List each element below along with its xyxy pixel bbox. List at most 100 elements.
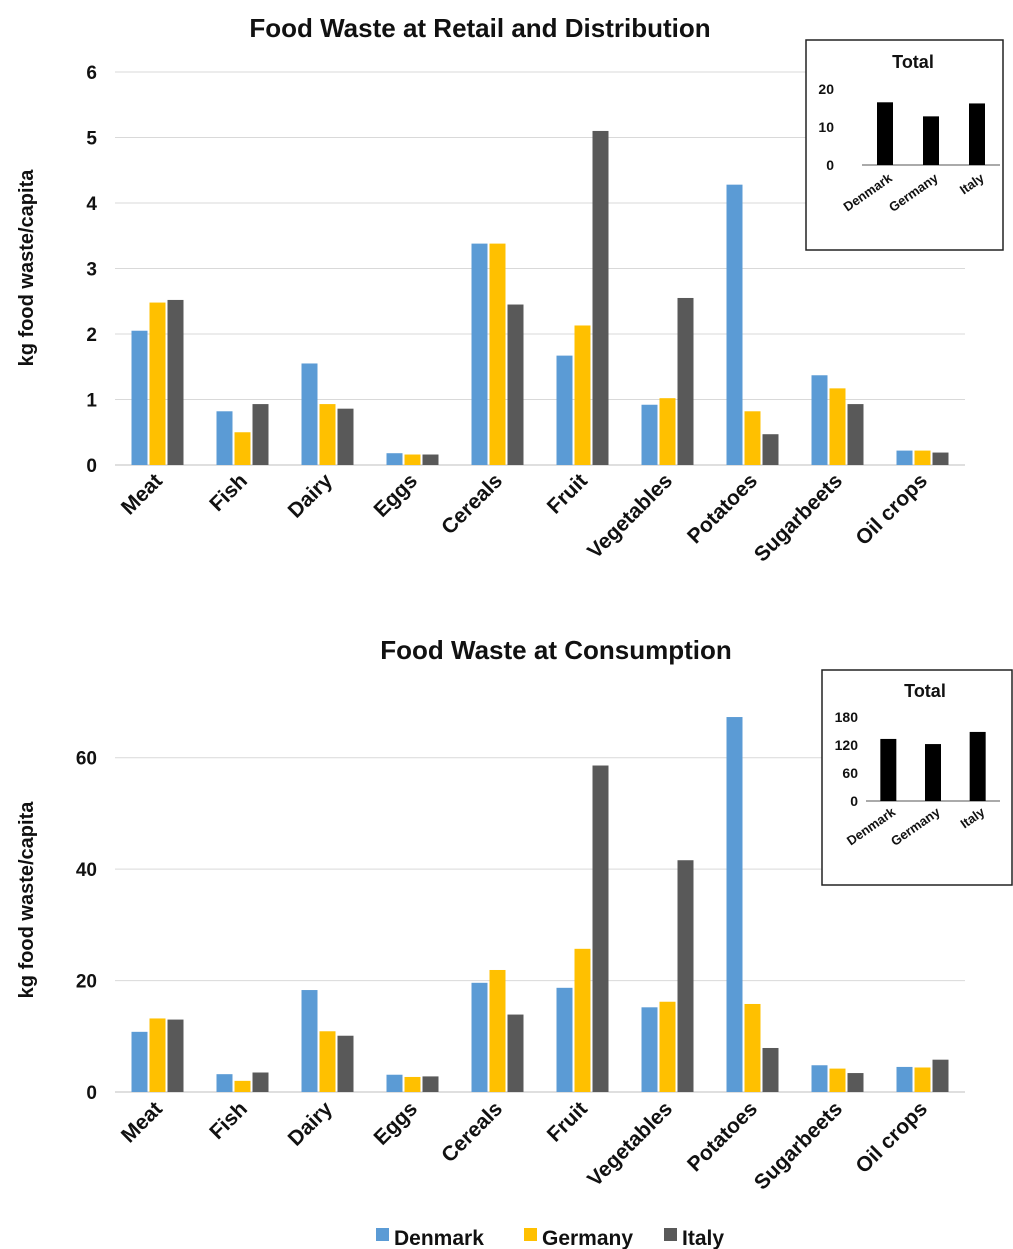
- bar-italy-fish: [252, 404, 269, 465]
- inset-frame: [821, 669, 1013, 886]
- inset-title: Total: [892, 52, 934, 72]
- bar-italy-fruit: [592, 765, 609, 1092]
- bar-denmark-dairy: [301, 363, 318, 465]
- x-tick-label: Fruit: [543, 1097, 592, 1146]
- bar-germany-sugarbeets: [829, 1068, 846, 1092]
- y-tick-label: 0: [86, 456, 97, 477]
- inset-bar-germany: [923, 116, 939, 165]
- bar-denmark-cereals: [471, 243, 488, 465]
- retail-distribution-chart: Food Waste at Retail and Distribution kg…: [16, 13, 1004, 566]
- y-tick-label: 3: [86, 260, 97, 281]
- x-tick-label: Oil crops: [851, 469, 932, 550]
- bar-germany-fruit: [574, 948, 591, 1092]
- inset-y-tick-label: 0: [826, 157, 834, 173]
- y-axis-label: kg food waste/capita: [16, 801, 38, 999]
- bar-denmark-cereals: [471, 982, 488, 1092]
- inset-y-tick-label: 0: [850, 793, 858, 809]
- bar-italy-potatoes: [762, 434, 779, 465]
- inset-y-tick-label: 60: [842, 765, 858, 781]
- y-tick-label: 5: [86, 129, 97, 150]
- x-tick-label: Meat: [117, 469, 167, 519]
- legend-label-denmark: Denmark: [394, 1227, 484, 1249]
- x-tick-label: Dairy: [284, 1097, 338, 1151]
- bar-denmark-potatoes: [726, 717, 743, 1092]
- x-tick-label: Potatoes: [683, 469, 762, 548]
- bar-italy-fish: [252, 1072, 269, 1092]
- y-tick-label: 0: [86, 1083, 97, 1104]
- inset-bar-germany: [925, 744, 941, 801]
- bar-germany-fruit: [574, 325, 591, 465]
- x-tick-label: Fruit: [543, 469, 592, 518]
- legend: Denmark Germany Italy: [376, 1227, 724, 1249]
- bar-italy-oil-crops: [932, 452, 949, 465]
- bar-italy-sugarbeets: [847, 404, 864, 465]
- inset-y-tick-label: 120: [835, 737, 859, 753]
- y-tick-label: 6: [86, 63, 97, 84]
- y-axis-label: kg food waste/capita: [16, 169, 38, 367]
- inset-title: Total: [904, 681, 946, 701]
- bar-italy-dairy: [337, 1035, 354, 1092]
- bar-denmark-oil-crops: [896, 450, 913, 465]
- inset-y-tick-label: 180: [835, 709, 859, 725]
- bar-denmark-eggs: [386, 453, 403, 465]
- bar-denmark-fish: [216, 1074, 233, 1092]
- chart-title: Food Waste at Consumption: [380, 635, 731, 665]
- bars: [131, 717, 949, 1092]
- bar-italy-oil-crops: [932, 1059, 949, 1092]
- bar-italy-eggs: [422, 454, 439, 465]
- bar-italy-cereals: [507, 1014, 524, 1092]
- x-tick-label: Potatoes: [683, 1097, 762, 1176]
- x-tick-label: Vegetables: [583, 1097, 677, 1191]
- bar-italy-vegetables: [677, 860, 694, 1092]
- bar-denmark-oil-crops: [896, 1066, 913, 1092]
- bar-denmark-meat: [131, 330, 148, 465]
- bar-italy-fruit: [592, 130, 609, 465]
- bar-germany-oil-crops: [914, 450, 931, 465]
- x-tick-label: Cereals: [437, 469, 507, 539]
- bar-germany-fish: [234, 432, 251, 465]
- inset-y-tick-label: 10: [818, 119, 834, 135]
- bar-denmark-vegetables: [641, 404, 658, 465]
- legend-swatch-germany: [524, 1228, 537, 1241]
- bar-germany-oil-crops: [914, 1067, 931, 1092]
- bar-germany-meat: [149, 1018, 166, 1092]
- bar-germany-eggs: [404, 1076, 421, 1092]
- bar-denmark-dairy: [301, 990, 318, 1092]
- x-tick-label: Fish: [205, 469, 252, 516]
- bar-germany-sugarbeets: [829, 388, 846, 465]
- bar-germany-potatoes: [744, 1003, 761, 1092]
- bar-italy-sugarbeets: [847, 1073, 864, 1092]
- inset-bar-denmark: [877, 102, 893, 165]
- y-tick-labels: 0 20 40 60: [76, 749, 97, 1104]
- inset-bar-italy: [969, 103, 985, 165]
- bar-italy-eggs: [422, 1076, 439, 1092]
- bar-denmark-potatoes: [726, 184, 743, 465]
- bars: [131, 130, 949, 465]
- bar-germany-dairy: [319, 1031, 336, 1092]
- legend-label-germany: Germany: [542, 1227, 633, 1249]
- bar-germany-vegetables: [659, 1001, 676, 1092]
- x-tick-label: Fish: [205, 1097, 252, 1144]
- inset-bar-italy: [969, 731, 986, 801]
- bar-germany-eggs: [404, 454, 421, 465]
- y-tick-label: 2: [86, 325, 97, 346]
- y-tick-labels: 0 1 2 3 4 5 6: [86, 63, 97, 477]
- bar-denmark-fish: [216, 411, 233, 465]
- consumption-chart: Food Waste at Consumption kg food waste/…: [16, 635, 1013, 1194]
- bar-italy-vegetables: [677, 297, 694, 465]
- legend-label-italy: Italy: [682, 1227, 724, 1249]
- x-tick-label: Sugarbeets: [750, 1097, 847, 1194]
- bar-germany-meat: [149, 302, 166, 465]
- legend-swatch-italy: [664, 1228, 677, 1241]
- y-tick-label: 4: [86, 194, 97, 215]
- bar-germany-cereals: [489, 243, 506, 465]
- x-tick-label: Meat: [117, 1097, 167, 1147]
- bar-italy-cereals: [507, 304, 524, 465]
- bar-italy-potatoes: [762, 1047, 779, 1092]
- x-tick-label: Dairy: [284, 469, 338, 523]
- bar-italy-meat: [167, 299, 184, 465]
- y-tick-label: 20: [76, 972, 97, 993]
- bar-denmark-sugarbeets: [811, 375, 828, 465]
